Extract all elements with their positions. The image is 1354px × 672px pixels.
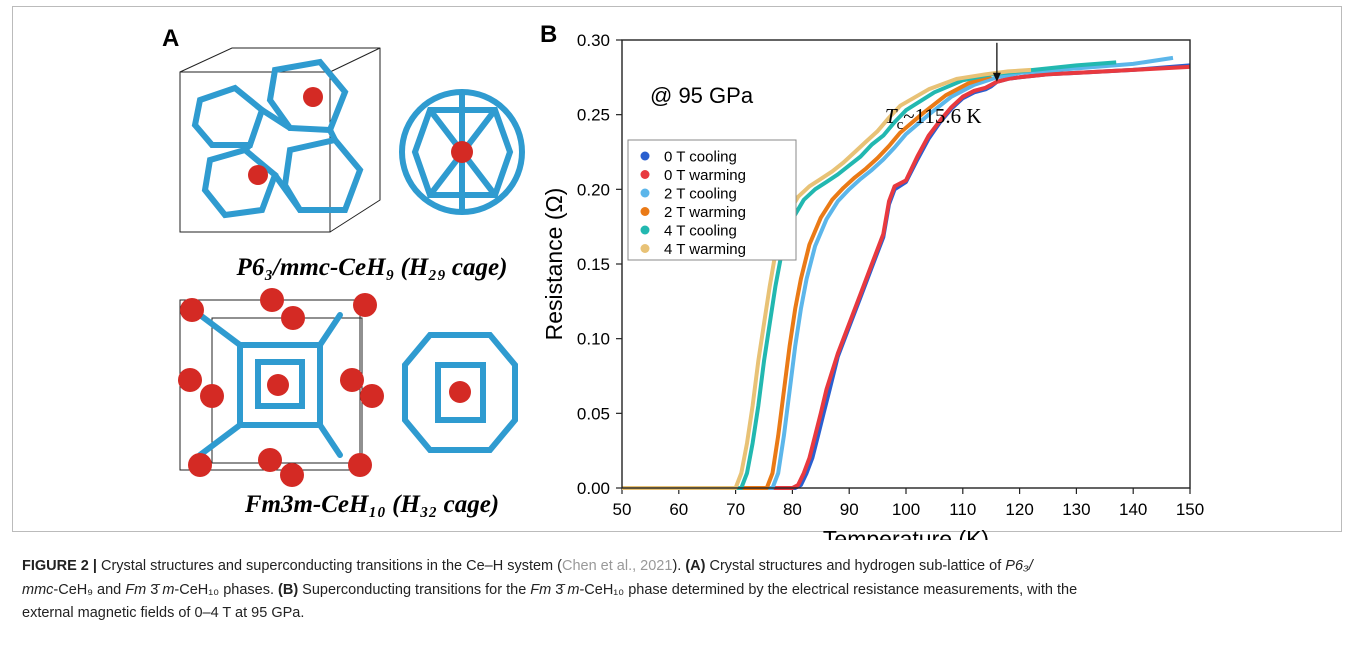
panel-label: A (162, 25, 179, 52)
legend-label: 0 T cooling (664, 149, 737, 166)
legend-label: 2 T warming (664, 204, 746, 221)
x-tick-label: 150 (1176, 500, 1204, 519)
x-tick-label: 110 (949, 500, 976, 519)
caption-text: P6₃/ (1005, 558, 1033, 574)
figure: A P6₃/mmc-CeH₉ (H₂₉ cage) Fm3m-CeH₁₀ (H₃… (0, 0, 1354, 540)
caption-text: Crystal structures and hydrogen sub-latt… (705, 558, 1005, 574)
structure-label: Fm3m-CeH₁₀ (H₃₂ cage) (244, 491, 499, 518)
caption-text: Fm (125, 582, 146, 598)
caption-text: (B) (278, 582, 298, 598)
x-tick-label: 120 (1005, 500, 1033, 519)
legend-label: 4 T cooling (664, 223, 737, 240)
caption-text: -CeH₉ and (53, 582, 125, 598)
y-tick-label: 0.00 (577, 479, 610, 498)
legend-marker (641, 244, 650, 253)
caption-text: -CeH₁₀ phases. (174, 582, 278, 598)
x-tick-label: 100 (892, 500, 920, 519)
caption: FIGURE 2 | Crystal structures and superc… (22, 555, 1332, 626)
caption-text: external magnetic fields of 0–4 T at 95 … (22, 605, 304, 621)
x-axis-title: Temperature (K) (823, 526, 989, 540)
x-tick-label: 60 (669, 500, 688, 519)
caption-text: 3̄ (146, 582, 162, 598)
y-tick-label: 0.10 (577, 330, 610, 349)
caption-text: 3̄ (551, 582, 567, 598)
caption-text: m (567, 582, 579, 598)
x-tick-label: 70 (726, 500, 745, 519)
legend-marker (641, 207, 650, 216)
data-line (622, 70, 1031, 488)
caption-text: mmc (22, 582, 53, 598)
caption-text: Fm (530, 582, 551, 598)
x-tick-label: 80 (783, 500, 802, 519)
legend-marker (641, 189, 650, 198)
legend-marker (641, 170, 650, 179)
x-tick-label: 50 (613, 500, 632, 519)
legend-marker (641, 152, 650, 161)
legend-marker (641, 226, 650, 235)
structure-label: P6₃/mmc-CeH₉ (H₂₉ cage) (236, 254, 508, 281)
y-tick-label: 0.30 (577, 31, 610, 50)
y-tick-label: 0.25 (577, 106, 610, 125)
x-tick-label: 130 (1062, 500, 1090, 519)
legend-label: 0 T warming (664, 167, 746, 184)
y-tick-label: 0.05 (577, 404, 610, 423)
page: {"panel_a": {"label": "A", "structure_1"… (0, 0, 1354, 672)
x-tick-label: 140 (1119, 500, 1147, 519)
caption-text: Crystal structures and superconducting t… (97, 558, 562, 574)
caption-text: m (162, 582, 174, 598)
y-tick-label: 0.15 (577, 255, 610, 274)
caption-text: (A) (685, 558, 705, 574)
caption-text: ). (672, 558, 685, 574)
annotation-text: ~115.6 K (903, 104, 981, 128)
legend-label: 2 T cooling (664, 186, 737, 203)
caption-text: Superconducting transitions for the (298, 582, 530, 598)
inset-label: @ 95 GPa (650, 83, 754, 108)
caption-text: FIGURE 2 | (22, 558, 97, 574)
legend-label: 4 T warming (664, 241, 746, 258)
y-axis-title: Resistance (Ω) (541, 188, 567, 341)
citation-link[interactable]: Chen et al., 2021 (562, 558, 672, 574)
caption-text: -CeH₁₀ phase determined by the electrica… (579, 582, 1077, 598)
y-tick-label: 0.20 (577, 180, 610, 199)
x-tick-label: 90 (840, 500, 859, 519)
panel-label: B (540, 21, 557, 48)
